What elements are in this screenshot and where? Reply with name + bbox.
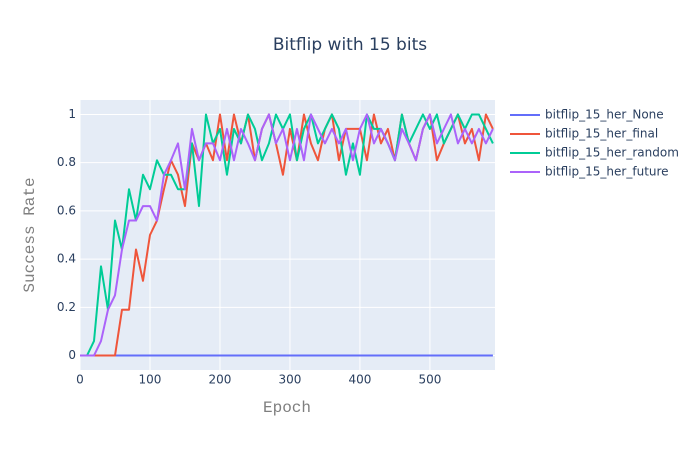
legend: bitflip_15_her_None bitflip_15_her_finalb…: [510, 108, 679, 179]
y-tick-label: 0.6: [57, 203, 76, 217]
legend-label: bitflip_15_her_random: [545, 146, 679, 160]
grid: [79, 100, 495, 370]
x-tick-label: 100: [139, 373, 162, 387]
x-tick-label: 0: [76, 373, 84, 387]
legend-label: bitflip_15_her_future: [545, 165, 669, 179]
legend-label: bitflip_15_her_final: [545, 127, 658, 141]
legend-label: bitflip_15_her_None: [545, 108, 664, 122]
x-tick-label: 300: [278, 373, 301, 387]
x-axis-title: Epoch: [263, 399, 311, 417]
y-tick-label: 0: [68, 348, 76, 362]
x-tick-label: 200: [209, 373, 232, 387]
chart-title: Bitflip with 15 bits: [273, 35, 427, 55]
y-tick-label: 0.8: [57, 155, 76, 169]
x-tick-label: 400: [348, 373, 371, 387]
y-tick-label: 0.2: [57, 300, 76, 314]
y-tick-label: 1: [68, 107, 76, 121]
lines: [80, 113, 494, 357]
x-tick-label: 500: [418, 373, 441, 387]
series-line: [80, 113, 494, 357]
y-axis-title: Success Rate: [21, 177, 39, 292]
y-tick-label: 0.4: [57, 252, 76, 266]
series-line: [80, 113, 494, 357]
